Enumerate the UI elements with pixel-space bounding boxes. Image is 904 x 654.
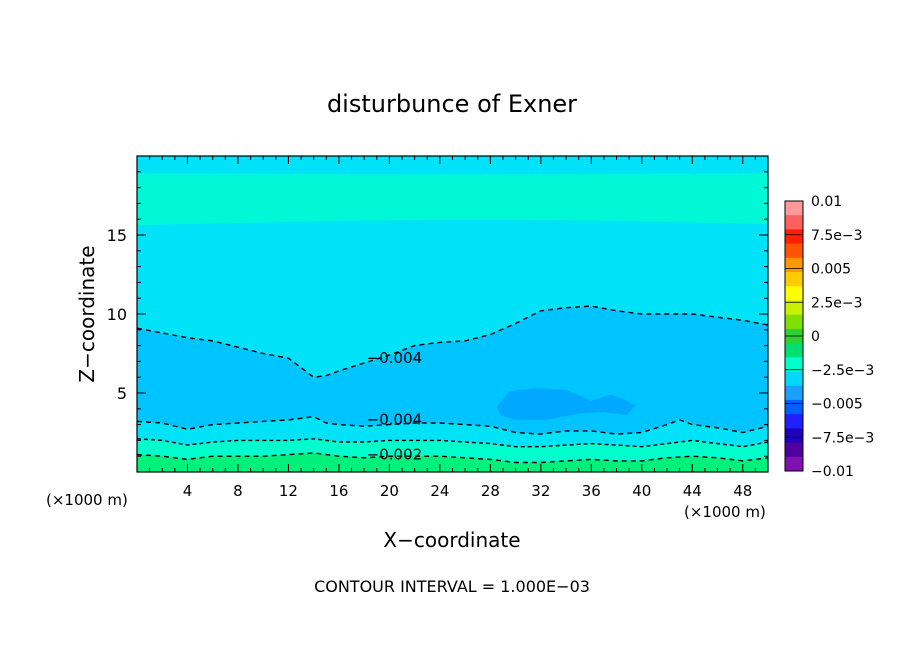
fill-band-bottom	[137, 453, 768, 472]
x-tick-label: 12	[279, 482, 298, 500]
fill-band-minus-0.003	[137, 416, 768, 447]
x-axis-label: X−coordinate	[383, 528, 520, 552]
x-tick-label: 20	[380, 482, 399, 500]
colorbar-swatch	[785, 272, 803, 287]
colorbar: 0.01 7.5e−3 0.005 2.5e−3 0 −2.5e−3 −0.005 −7.5e…	[784, 194, 874, 480]
x-tick-label: 16	[329, 482, 348, 500]
colorbar-swatch	[785, 399, 803, 415]
colorbar-swatch	[785, 414, 803, 429]
colorbar-swatch	[785, 201, 803, 216]
colorbar-tick-label: 0	[811, 329, 820, 345]
colorbar-swatch	[785, 371, 803, 387]
contour-label-0: −0.004	[367, 349, 423, 367]
colorbar-tick-label: 0.005	[811, 262, 851, 278]
colorbar-swatch	[785, 286, 803, 301]
colorbar-swatch	[785, 343, 803, 358]
colorbar-tick-label: −7.5e−3	[811, 430, 874, 446]
x-unit-left: (×1000 m)	[46, 491, 128, 509]
contour-line-2	[137, 438, 768, 448]
colorbar-swatch	[785, 215, 803, 230]
colorbar-tick-label: 0.01	[811, 194, 842, 210]
colorbar-tick-label: −0.005	[811, 397, 863, 413]
x-tick-label: 36	[582, 482, 601, 500]
x-tick-label: 28	[481, 482, 500, 500]
x-tick-label: 40	[632, 482, 651, 500]
x-tick-label: 44	[683, 482, 702, 500]
x-tick-label: 4	[183, 482, 193, 500]
x-tick-label: 8	[233, 482, 243, 500]
colorbar-swatch	[785, 229, 803, 245]
contour-line-3	[137, 452, 768, 464]
chart-title: disturbunce of Exner	[327, 90, 577, 118]
x-tick-label: 48	[733, 482, 752, 500]
y-tick-label: 10	[107, 305, 127, 324]
fill-blob-minus-0.005	[496, 388, 636, 420]
colorbar-swatch	[785, 300, 803, 316]
x-tick-label: 24	[430, 482, 449, 500]
y-tick-label: 15	[107, 226, 127, 245]
colorbar-swatch	[785, 243, 803, 259]
colorbar-swatch	[785, 428, 803, 443]
x-tick-label: 32	[531, 482, 550, 500]
x-unit-right: (×1000 m)	[684, 503, 766, 521]
colorbar-tick-label: −2.5e−3	[811, 363, 874, 379]
y-axis-label: Z−coordinate	[75, 245, 99, 382]
contour-label-1: −0.004	[367, 411, 423, 429]
fill-band-upper	[137, 173, 768, 226]
contour-line-1	[137, 415, 768, 435]
contour-lines	[137, 305, 768, 464]
colorbar-swatch	[785, 385, 803, 401]
colorbar-swatch	[785, 442, 803, 458]
contour-interval-footer: CONTOUR INTERVAL = 1.000E−03	[314, 577, 590, 596]
x-axis-ticks: 4 8 12 16 20 24 28 32 36 40 44 48	[149, 156, 756, 500]
colorbar-swatch	[785, 257, 803, 273]
colorbar-tick-label: −0.01	[811, 464, 854, 480]
colorbar-tick-label: 2.5e−3	[811, 295, 863, 311]
contour-label-2: −0.002	[367, 445, 423, 463]
fill-band-minus-0.002	[137, 438, 768, 463]
plot-area	[137, 156, 768, 472]
y-tick-label: 5	[117, 384, 127, 403]
colorbar-swatch	[785, 314, 803, 330]
y-axis-ticks: 5 10 15	[107, 171, 768, 457]
colorbar-swatch	[785, 357, 803, 372]
filled-contours	[137, 173, 768, 472]
colorbar-swatch	[785, 456, 803, 472]
contour-labels: −0.004 −0.004 −0.002	[367, 349, 423, 463]
colorbar-tick-label: 7.5e−3	[811, 228, 863, 244]
